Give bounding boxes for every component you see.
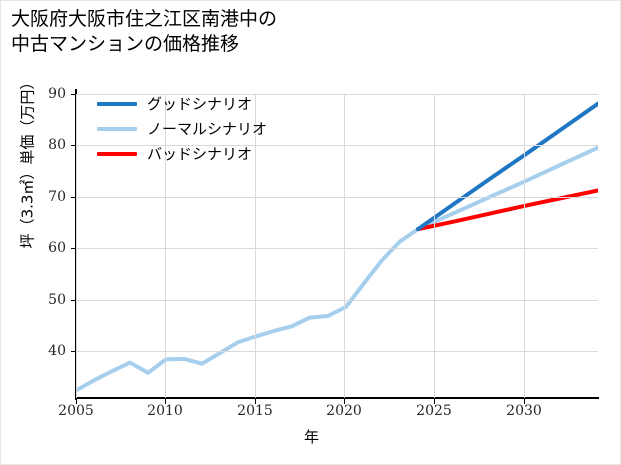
legend-swatch-normal (97, 126, 137, 131)
gridline-y-60 (76, 248, 598, 249)
y-tick-40 (71, 351, 76, 352)
legend-swatch-good (97, 101, 137, 106)
gridline-x-2015 (255, 94, 256, 398)
legend-label-normal: ノーマルシナリオ (147, 120, 268, 138)
series-lines (76, 101, 598, 393)
gridline-x-2005 (76, 94, 77, 398)
y-tick-80 (71, 145, 76, 146)
y-tick-label-50: 50 (48, 292, 66, 308)
y-tick-label-90: 90 (48, 86, 66, 102)
y-tick-60 (71, 248, 76, 249)
gridline-y-70 (76, 197, 598, 198)
x-tick-label-2025: 2025 (416, 403, 452, 419)
x-tick-2015 (255, 399, 256, 404)
gridline-x-2020 (344, 94, 345, 398)
chart-title: 大阪府大阪市住之江区南港中の 中古マンションの価格推移 (11, 8, 278, 55)
gridline-y-40 (76, 351, 598, 352)
x-tick-2025 (434, 399, 435, 404)
x-tick-label-2010: 2010 (147, 403, 183, 419)
legend-label-good: グッドシナリオ (147, 95, 253, 113)
x-tick-label-2030: 2030 (506, 403, 542, 419)
legend-item-good: グッドシナリオ (97, 91, 267, 116)
y-tick-70 (71, 197, 76, 198)
y-tick-label-80: 80 (48, 137, 66, 153)
y-tick-90 (71, 94, 76, 95)
legend-swatch-bad (97, 151, 137, 156)
legend-label-bad: バッドシナリオ (147, 145, 253, 163)
legend-item-normal: ノーマルシナリオ (97, 116, 267, 141)
gridline-y-80 (76, 145, 598, 146)
chart-legend: グッドシナリオ ノーマルシナリオ バッドシナリオ (97, 91, 267, 166)
line-normal-scenario (76, 145, 598, 393)
gridline-x-2030 (524, 94, 525, 398)
gridline-x-2025 (434, 94, 435, 398)
x-axis-title: 年 (303, 428, 319, 446)
x-tick-2020 (344, 399, 345, 404)
gridline-x-2010 (165, 94, 166, 398)
y-tick-label-70: 70 (48, 189, 66, 205)
x-tick-2030 (524, 399, 525, 404)
y-tick-50 (71, 300, 76, 301)
y-axis-title: 坪（3.3㎡）単価（万円） (18, 74, 37, 249)
line-good-scenario (416, 101, 598, 232)
y-tick-label-40: 40 (48, 343, 66, 359)
gridline-y-50 (76, 300, 598, 301)
x-tick-2005 (76, 399, 77, 404)
x-tick-label-2020: 2020 (326, 403, 362, 419)
legend-item-bad: バッドシナリオ (97, 141, 267, 166)
x-axis-line (75, 397, 599, 399)
line-bad-scenario (416, 188, 598, 232)
plot-area (76, 94, 598, 398)
y-tick-label-60: 60 (48, 240, 66, 256)
x-tick-2010 (165, 399, 166, 404)
gridline-y-90 (76, 94, 598, 95)
x-tick-label-2005: 2005 (58, 403, 94, 419)
x-tick-label-2015: 2015 (237, 403, 273, 419)
